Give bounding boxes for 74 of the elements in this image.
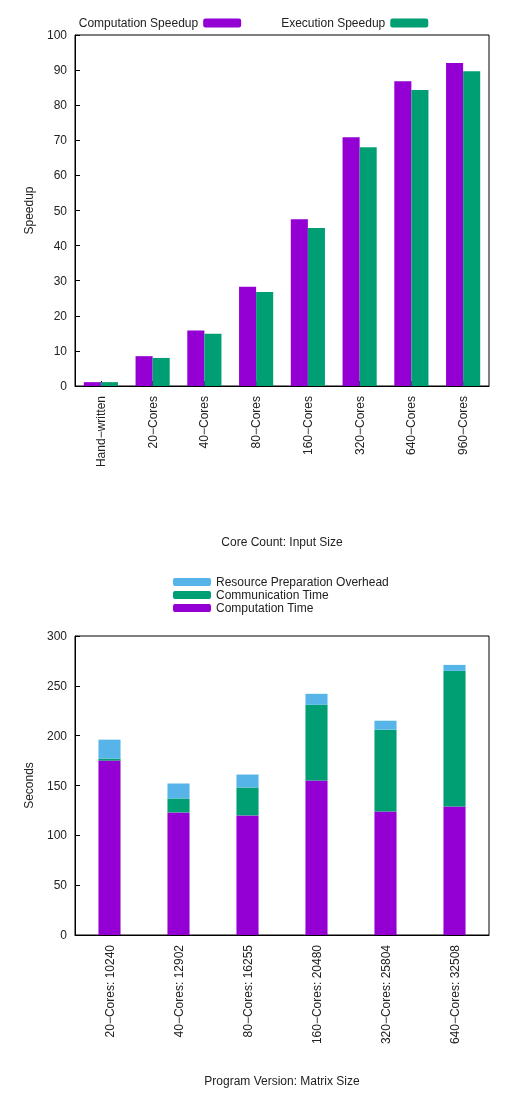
x-tick-label: 160−Cores — [300, 396, 315, 456]
bar — [100, 382, 118, 386]
x-tick-label: 320−Cores — [352, 396, 367, 456]
y-tick-label: 300 — [46, 629, 68, 643]
bar — [342, 137, 360, 386]
bar — [152, 357, 170, 386]
x-axis-title: Program Version: Matrix Size — [204, 1074, 361, 1088]
y-tick-label: 50 — [53, 203, 68, 218]
y-tick-label: 250 — [46, 678, 68, 693]
bar — [98, 739, 121, 759]
bar — [236, 774, 259, 788]
bar — [290, 219, 308, 386]
y-tick-label: 10 — [53, 343, 68, 358]
x-tick-label: Hand−written — [93, 396, 108, 468]
bar — [305, 704, 328, 781]
y-tick-label: 90 — [53, 63, 68, 78]
x-axis-title: Core Count: Input Size — [221, 535, 344, 549]
x-tick-label: 20−Cores: 10240 — [102, 944, 117, 1038]
bar — [135, 356, 153, 386]
x-tick-label: 80−Cores — [249, 396, 264, 449]
bar — [411, 90, 429, 386]
x-tick-label: 160−Cores: 20480 — [309, 944, 324, 1045]
bar — [394, 81, 412, 386]
bar — [98, 760, 121, 935]
bar — [463, 71, 481, 386]
legend-label: Execution Speedup — [281, 16, 386, 30]
y-tick-label: 100 — [46, 828, 68, 843]
y-tick-label: 40 — [53, 238, 68, 253]
x-tick-label: 320−Cores: 25804 — [378, 944, 393, 1045]
x-tick-label: 20−Cores — [145, 396, 160, 449]
y-tick-label: 80 — [53, 98, 68, 113]
y-tick-label: 50 — [53, 878, 68, 893]
bar — [239, 286, 257, 386]
legend-label: Computation Time — [216, 601, 314, 615]
y-tick-label: 0 — [60, 379, 68, 393]
legend-label: Computation Speedup — [78, 16, 199, 30]
legend-label: Communication Time — [216, 588, 330, 602]
bar — [305, 780, 328, 935]
bar — [167, 783, 190, 799]
x-tick-label: 40−Cores — [197, 396, 212, 449]
y-axis-title: Speedup — [22, 186, 36, 235]
y-axis-title: Seconds — [22, 762, 36, 809]
bar — [305, 693, 328, 705]
bar — [187, 330, 205, 386]
y-tick-label: 20 — [53, 308, 68, 323]
bar — [443, 664, 466, 671]
bar — [167, 798, 190, 813]
y-tick-label: 150 — [46, 778, 68, 793]
bar — [256, 291, 274, 386]
x-tick-label: 640−Cores: 32508 — [447, 944, 462, 1045]
y-tick-label: 70 — [53, 133, 68, 148]
bar — [374, 729, 397, 812]
bar — [374, 720, 397, 730]
y-tick-label: 0 — [60, 928, 68, 942]
y-tick-label: 100 — [46, 28, 68, 42]
y-tick-label: 200 — [46, 728, 68, 743]
bar — [443, 670, 466, 807]
x-tick-label: 640−Cores — [404, 396, 419, 456]
bar — [374, 811, 397, 935]
legend-label: Resource Preparation Overhead — [216, 575, 389, 589]
x-tick-label: 80−Cores: 16255 — [240, 944, 255, 1038]
y-tick-label: 30 — [53, 273, 68, 288]
bar — [359, 147, 377, 386]
x-tick-label: 960−Cores — [456, 396, 471, 456]
bar — [443, 806, 466, 935]
y-tick-label: 60 — [53, 168, 68, 183]
bar — [236, 787, 259, 816]
bar — [204, 333, 222, 386]
bar — [167, 812, 190, 935]
bar — [307, 228, 325, 386]
bar — [83, 382, 101, 386]
bar — [236, 815, 259, 935]
x-tick-label: 40−Cores: 12902 — [171, 944, 186, 1038]
bar — [446, 63, 464, 386]
